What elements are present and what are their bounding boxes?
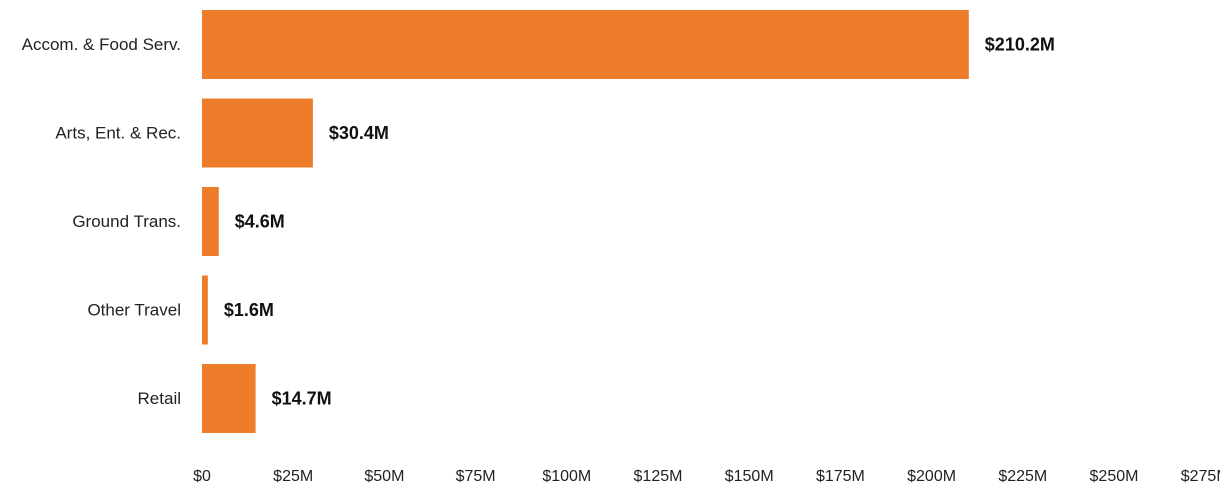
x-tick-label: $25M: [273, 468, 313, 485]
x-tick-label: $125M: [634, 468, 683, 485]
x-tick-label: $200M: [907, 468, 956, 485]
value-label: $14.7M: [272, 389, 332, 409]
category-label: Retail: [138, 389, 181, 408]
x-tick-label: $0: [193, 468, 211, 485]
category-label: Arts, Ent. & Rec.: [55, 124, 181, 143]
x-tick-label: $175M: [816, 468, 865, 485]
x-tick-label: $250M: [1090, 468, 1139, 485]
value-label: $4.6M: [235, 212, 285, 232]
x-tick-label: $275M: [1181, 468, 1220, 485]
x-tick-label: $150M: [725, 468, 774, 485]
x-tick-label: $75M: [456, 468, 496, 485]
value-label: $30.4M: [329, 123, 389, 143]
bar: [202, 364, 256, 433]
x-tick-label: $50M: [364, 468, 404, 485]
value-label: $210.2M: [985, 35, 1055, 55]
bar: [202, 275, 208, 345]
category-label: Other Travel: [87, 301, 181, 320]
bar: [202, 10, 969, 79]
bar: [202, 98, 313, 168]
category-label: Ground Trans.: [72, 212, 181, 231]
value-label: $1.6M: [224, 300, 274, 320]
x-tick-label: $225M: [998, 468, 1047, 485]
category-label: Accom. & Food Serv.: [22, 35, 181, 54]
bar: [202, 187, 219, 256]
x-tick-label: $100M: [542, 468, 591, 485]
